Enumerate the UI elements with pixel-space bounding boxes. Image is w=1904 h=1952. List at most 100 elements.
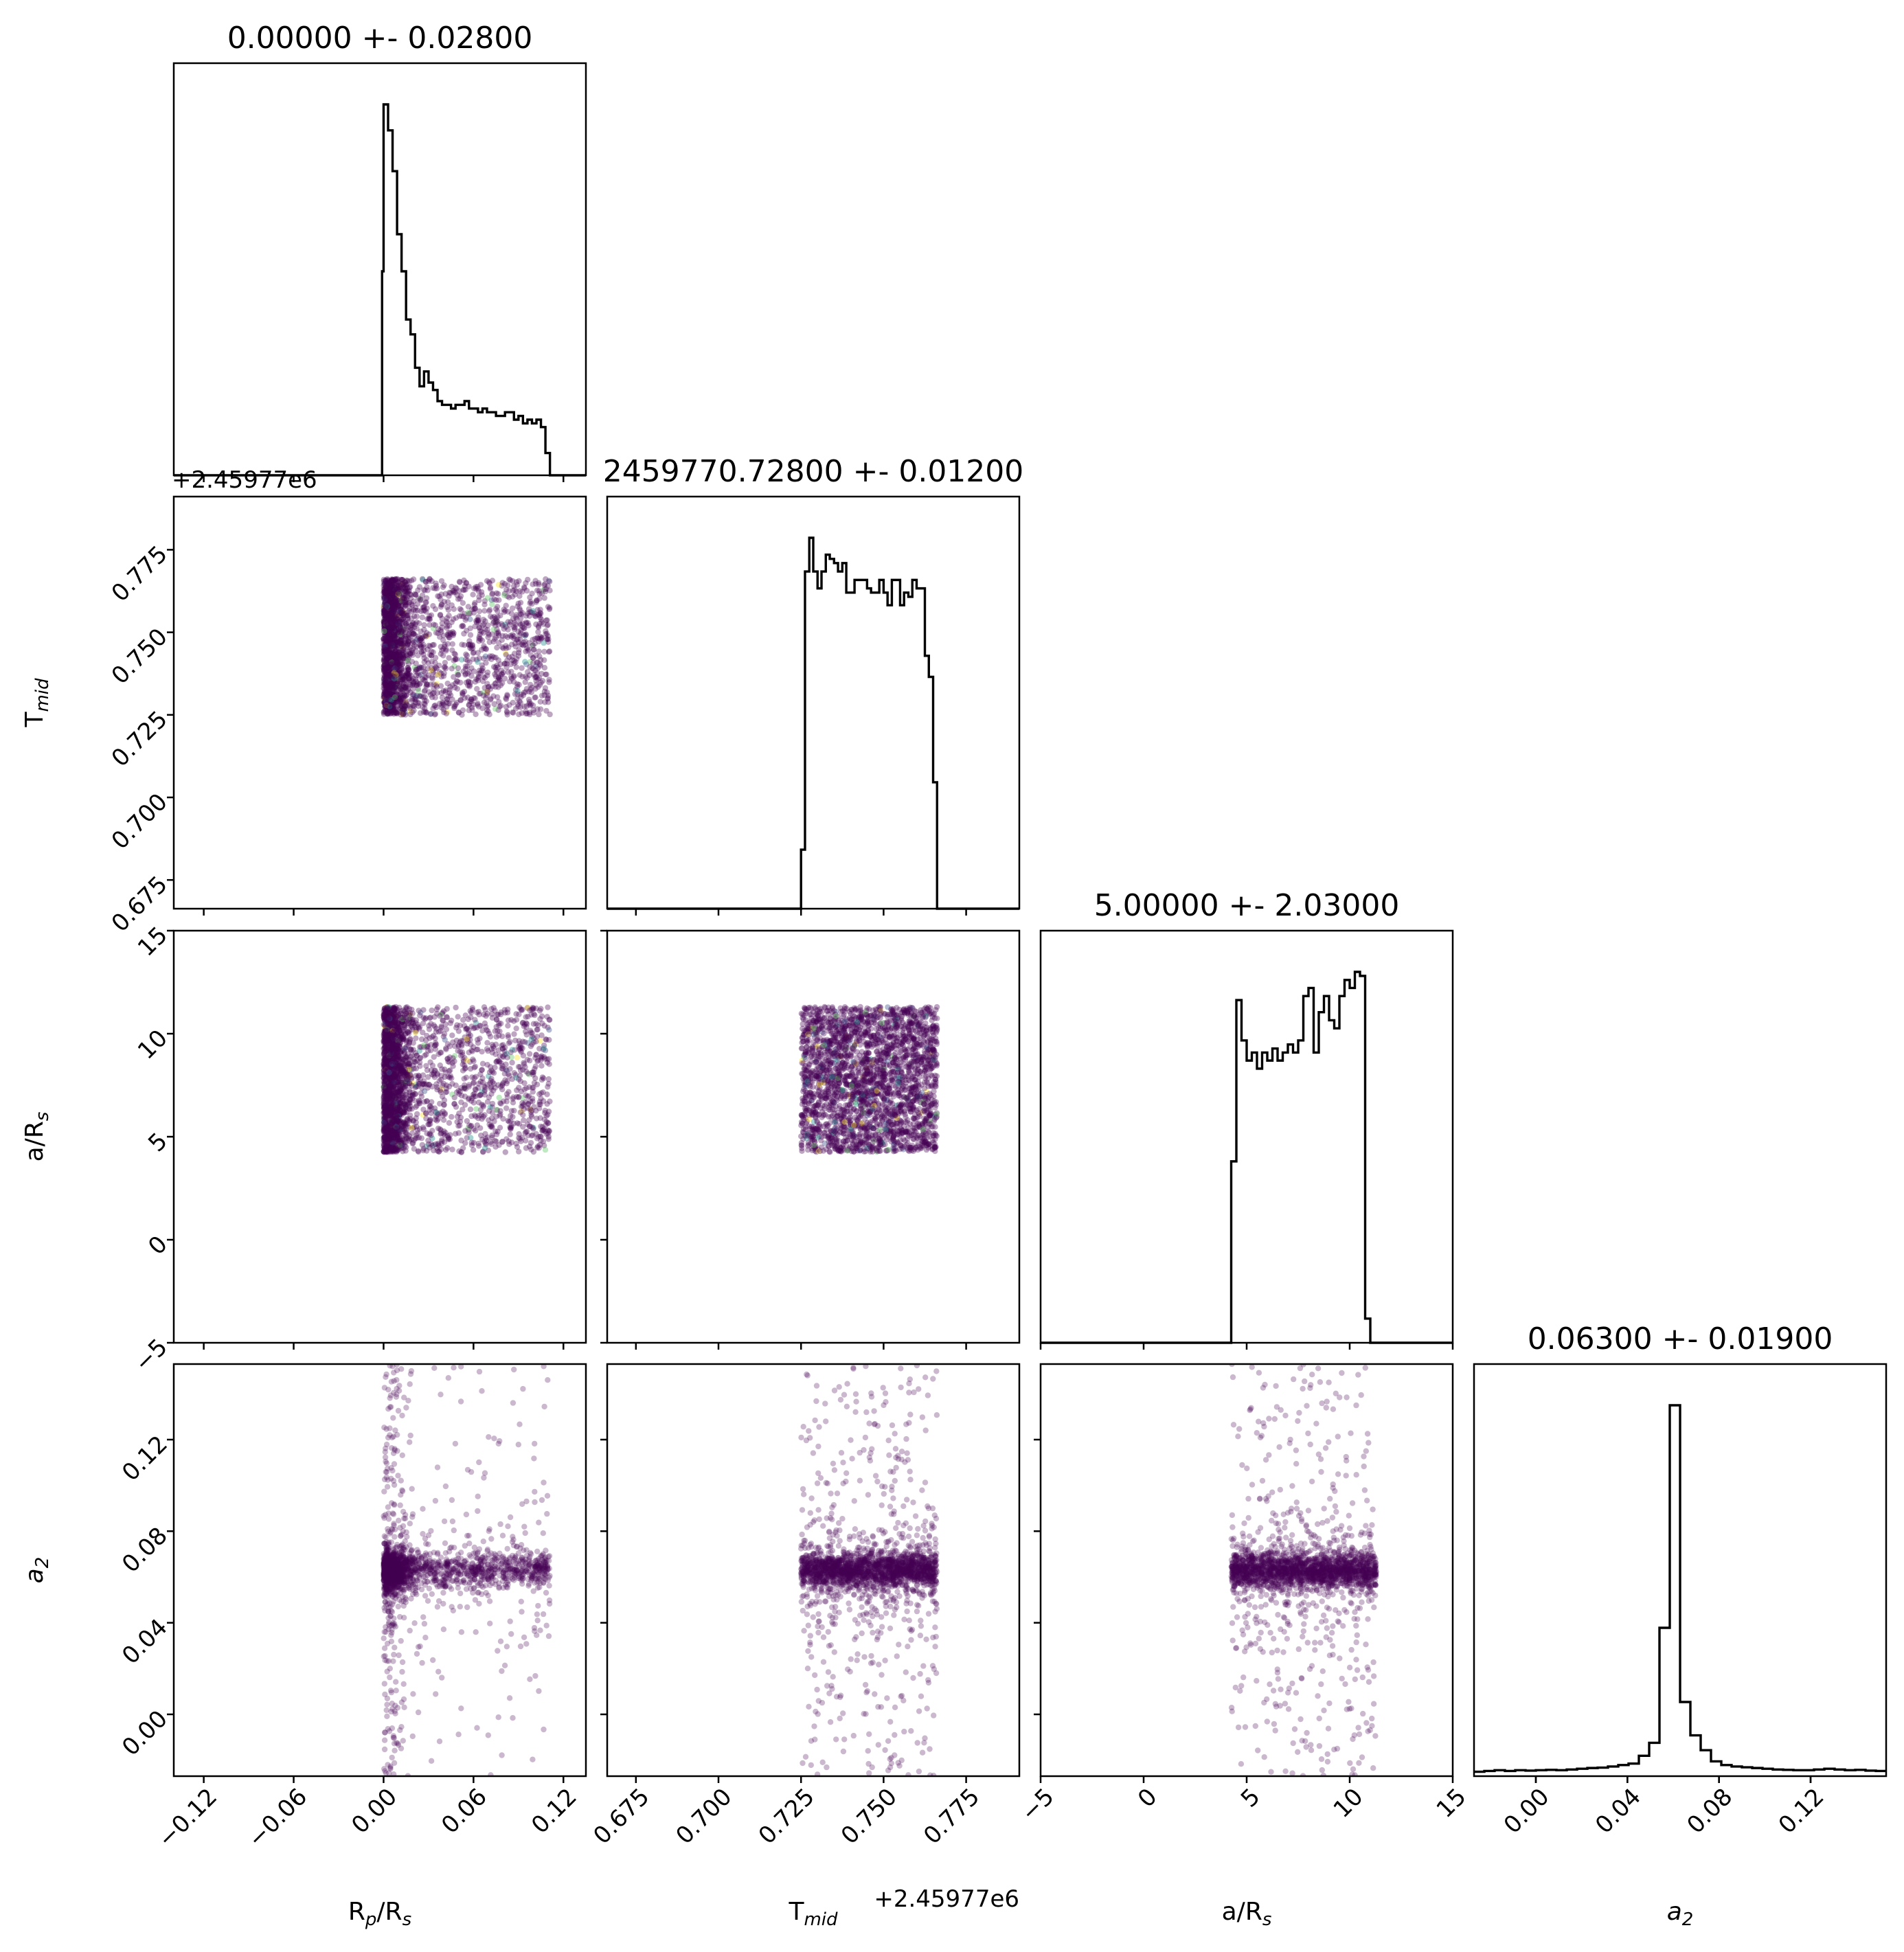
scatter-point [387, 644, 394, 650]
scatter-point [383, 587, 389, 593]
scatter-point [381, 655, 387, 661]
scatter-point [530, 608, 536, 614]
scatter-point [492, 683, 499, 690]
scatter-point [394, 576, 400, 582]
scatter-point [389, 701, 396, 708]
scatter-point [475, 1099, 482, 1106]
scatter-point [405, 657, 411, 663]
scatter-point [447, 629, 453, 636]
scatter-point [436, 593, 442, 600]
scatter-point [381, 593, 387, 600]
scatter-point [408, 622, 414, 628]
scatter-point [446, 623, 453, 629]
scatter-point [386, 652, 392, 659]
scatter-point [389, 693, 396, 699]
scatter-point [528, 689, 534, 696]
scatter-point [415, 670, 421, 677]
scatter-point [418, 644, 424, 650]
scatter-point [388, 710, 394, 716]
scatter-point [498, 1100, 504, 1107]
scatter-point [387, 582, 394, 589]
scatter-point [381, 677, 388, 684]
scatter-point [409, 652, 416, 658]
scatter-point [417, 597, 423, 603]
scatter-point [403, 699, 409, 705]
scatter-point [384, 639, 390, 646]
scatter-point [394, 671, 400, 677]
scatter-point [381, 578, 387, 585]
scatter-point [384, 591, 390, 597]
scatter-point [389, 631, 396, 637]
scatter-point [418, 597, 424, 603]
scatter-point [471, 649, 477, 656]
scatter-point [388, 584, 394, 590]
scatter-point [383, 587, 390, 593]
scatter-point [395, 591, 401, 598]
panel-frame [172, 495, 587, 910]
scatter-point [393, 653, 399, 660]
scatter-point [383, 621, 389, 627]
scatter-point [394, 615, 400, 622]
scatter-point [389, 668, 396, 674]
scatter-point [539, 1063, 545, 1069]
scatter-point [446, 655, 452, 661]
scatter-point [395, 661, 401, 668]
scatter-point [506, 1138, 512, 1144]
scatter-point [532, 613, 538, 619]
scatter-point [472, 1017, 478, 1023]
scatter-point [391, 598, 398, 604]
scatter-point [423, 674, 429, 681]
scatter-point [471, 609, 477, 616]
scatter-point [424, 587, 431, 593]
scatter-point [394, 679, 400, 685]
scatter-point [391, 698, 397, 704]
scatter-point [392, 598, 399, 604]
scatter-point [381, 626, 387, 633]
scatter-point [516, 1011, 522, 1018]
scatter-point [526, 701, 532, 707]
scatter-point [408, 672, 415, 679]
scatter-point [387, 704, 394, 710]
scatter-point [381, 648, 387, 655]
scatter-point [393, 648, 399, 655]
scatter-point [512, 691, 519, 697]
scatter-point [497, 613, 503, 619]
scatter-point [382, 624, 389, 630]
scatter-point [517, 622, 524, 628]
scatter-point [502, 621, 508, 628]
scatter-point [422, 697, 428, 703]
scatter-point [384, 643, 391, 649]
scatter-point [533, 682, 539, 688]
scatter-point [385, 617, 392, 623]
scatter-point [487, 585, 494, 591]
scatter-point [416, 664, 423, 670]
scatter-point [391, 633, 397, 639]
scatter-point [393, 651, 399, 657]
scatter-point [409, 703, 416, 709]
scatter-point [388, 703, 395, 709]
scatter-point [457, 579, 463, 585]
scatter-point [518, 1089, 525, 1095]
hist-title-ars: 5.00000 +- 2.03000 [1094, 888, 1400, 923]
scatter-point [529, 665, 536, 672]
scatter-point [407, 644, 413, 650]
scatter-point [536, 581, 542, 588]
scatter-point [385, 602, 392, 608]
scatter-point [418, 637, 424, 643]
scatter-point [536, 674, 543, 681]
scatter-point [393, 603, 399, 610]
scatter-point [390, 602, 396, 609]
scatter-point [383, 591, 389, 597]
scatter-point [392, 706, 398, 712]
scatter-point [467, 611, 473, 617]
scatter-point [517, 1067, 524, 1074]
scatter-point [438, 628, 444, 635]
scatter-point [391, 588, 398, 595]
scatter-point [385, 580, 392, 587]
histogram-a2 [1474, 1404, 1886, 1773]
scatter-point [381, 595, 388, 602]
scatter-point [472, 600, 478, 606]
scatter-point [523, 620, 530, 626]
scatter-point [392, 601, 398, 607]
scatter-point [512, 614, 519, 620]
